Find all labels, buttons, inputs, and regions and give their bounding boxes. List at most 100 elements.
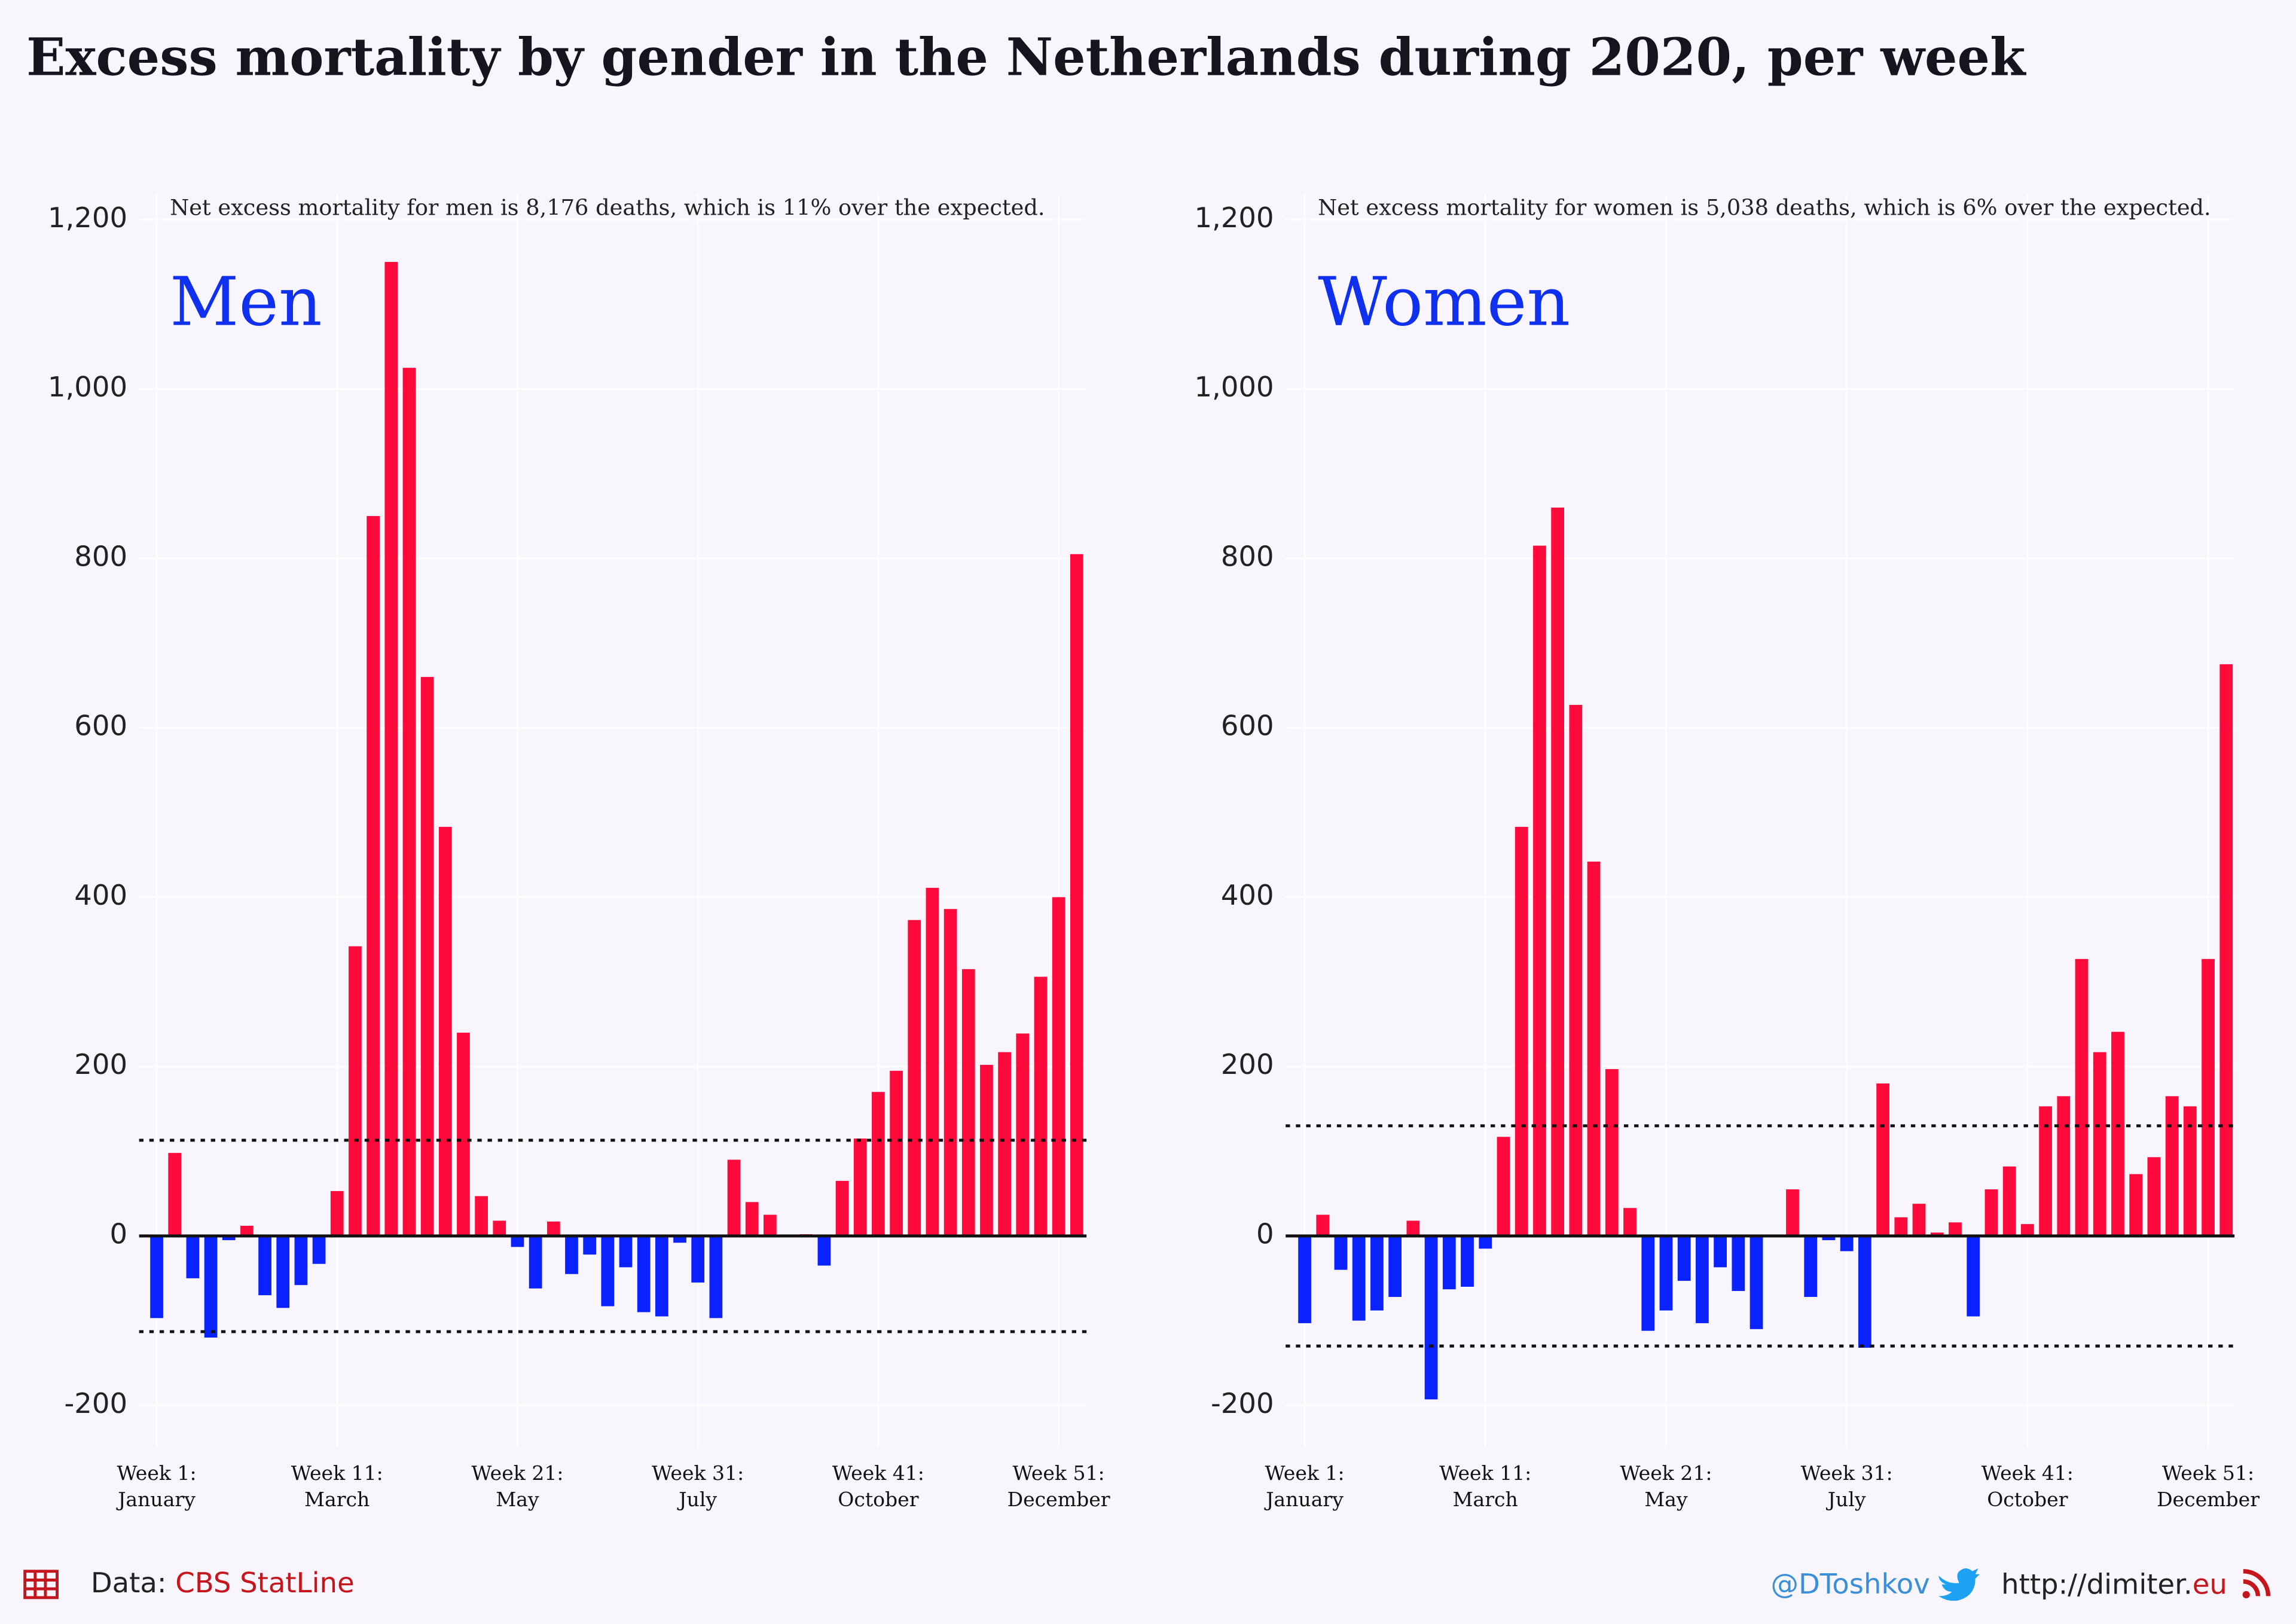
source-link[interactable]: CBS StatLine	[175, 1566, 354, 1598]
bar	[944, 909, 957, 1236]
x-tick-line: December	[2157, 1488, 2260, 1511]
bar	[1034, 976, 1048, 1236]
x-tick-label: Week 1: January	[116, 1461, 196, 1511]
panel-label: Men	[170, 262, 322, 341]
bar	[583, 1235, 597, 1255]
bar	[1316, 1214, 1330, 1236]
bar	[2202, 958, 2215, 1236]
bar	[420, 677, 434, 1236]
bar	[1533, 545, 1546, 1236]
x-tick-line: May	[1644, 1488, 1688, 1511]
y-tick-label: 600	[74, 710, 127, 742]
x-tick-line: Week 21:	[1620, 1461, 1712, 1485]
bar	[168, 1153, 182, 1236]
bar	[529, 1235, 542, 1289]
bar	[2039, 1106, 2052, 1236]
twitter-handle[interactable]: @DToshkov	[1770, 1568, 1929, 1600]
x-tick-line: Week 21:	[471, 1461, 563, 1485]
x-tick-line: Week 51:	[1013, 1461, 1105, 1485]
bar	[1587, 861, 1601, 1236]
x-tick-line: March	[304, 1488, 370, 1511]
site: http://dimiter.	[2001, 1568, 2193, 1600]
x-tick-line: Week 31:	[1801, 1461, 1893, 1485]
bar	[384, 262, 398, 1236]
y-tick-label: 800	[1221, 540, 1274, 572]
bar	[222, 1235, 236, 1241]
bar	[1623, 1208, 1636, 1236]
y-tick-label: 400	[1221, 879, 1274, 911]
table-icon	[23, 1570, 59, 1599]
bar	[367, 516, 380, 1236]
bar	[1912, 1204, 1926, 1236]
x-tick-line: October	[838, 1488, 918, 1511]
bar	[1732, 1235, 1745, 1292]
bar	[980, 1064, 993, 1236]
x-tick-line: Week 1:	[117, 1461, 197, 1485]
bar	[1479, 1235, 1492, 1249]
bar	[1497, 1137, 1510, 1236]
bar	[1016, 1033, 1030, 1236]
bar	[1070, 554, 1083, 1236]
bar	[1659, 1235, 1673, 1311]
bar	[1569, 704, 1583, 1236]
bar	[908, 920, 921, 1236]
bar	[349, 946, 362, 1236]
bar	[1984, 1189, 1998, 1236]
x-tick-line: October	[1987, 1488, 2068, 1511]
bar	[1352, 1235, 1366, 1321]
bar	[204, 1235, 218, 1338]
x-tick-line: Week 41:	[1981, 1461, 2074, 1485]
rss-icon	[2242, 1569, 2271, 1599]
bar	[691, 1235, 705, 1283]
bar	[709, 1235, 723, 1318]
bar	[1858, 1235, 1871, 1348]
y-tick-label: 1,000	[1194, 371, 1274, 403]
bar	[1370, 1235, 1384, 1311]
y-tick-label: 200	[1221, 1048, 1274, 1080]
chart-title: Excess mortality by gender in the Nether…	[26, 28, 2026, 87]
x-tick-line: January	[1264, 1488, 1344, 1511]
bar	[1949, 1222, 1962, 1236]
bar	[276, 1235, 290, 1308]
footer-source: Data: CBS StatLine	[91, 1566, 355, 1598]
bar	[853, 1138, 867, 1236]
bar	[2129, 1174, 2143, 1236]
bar	[457, 1033, 470, 1236]
bar	[2002, 1166, 2016, 1236]
bar	[294, 1235, 308, 1286]
bar	[2111, 1031, 2124, 1236]
bar	[1750, 1235, 1763, 1329]
panel-label: Women	[1318, 262, 1570, 341]
bar	[2147, 1157, 2161, 1236]
x-tick-line: Week 11:	[1439, 1461, 1531, 1485]
x-tick-line: July	[677, 1488, 717, 1511]
bar	[655, 1235, 668, 1317]
bar	[330, 1190, 344, 1236]
bar	[1334, 1235, 1348, 1270]
y-tick-label: -200	[64, 1387, 127, 1420]
bar	[601, 1235, 615, 1306]
bar	[1876, 1083, 1889, 1236]
x-tick-line: January	[116, 1488, 196, 1511]
bar	[475, 1196, 488, 1236]
panel-annotation: Net excess mortality for women is 5,038 …	[1318, 195, 2211, 221]
x-tick-line: July	[1826, 1488, 1866, 1511]
x-tick-line: March	[1453, 1488, 1518, 1511]
bar	[1677, 1235, 1691, 1281]
bar	[1840, 1235, 1854, 1251]
bar	[1442, 1235, 1456, 1290]
bar	[2057, 1096, 2071, 1236]
bar	[727, 1159, 741, 1236]
bar	[745, 1202, 759, 1236]
bar	[1696, 1235, 1709, 1323]
bar	[817, 1235, 831, 1266]
site-url[interactable]: http://dimiter.eu	[2001, 1568, 2227, 1600]
bar	[961, 969, 975, 1236]
bar	[312, 1235, 326, 1264]
y-tick-label: 0	[109, 1217, 127, 1250]
bar	[1461, 1235, 1474, 1287]
bar	[890, 1070, 903, 1236]
